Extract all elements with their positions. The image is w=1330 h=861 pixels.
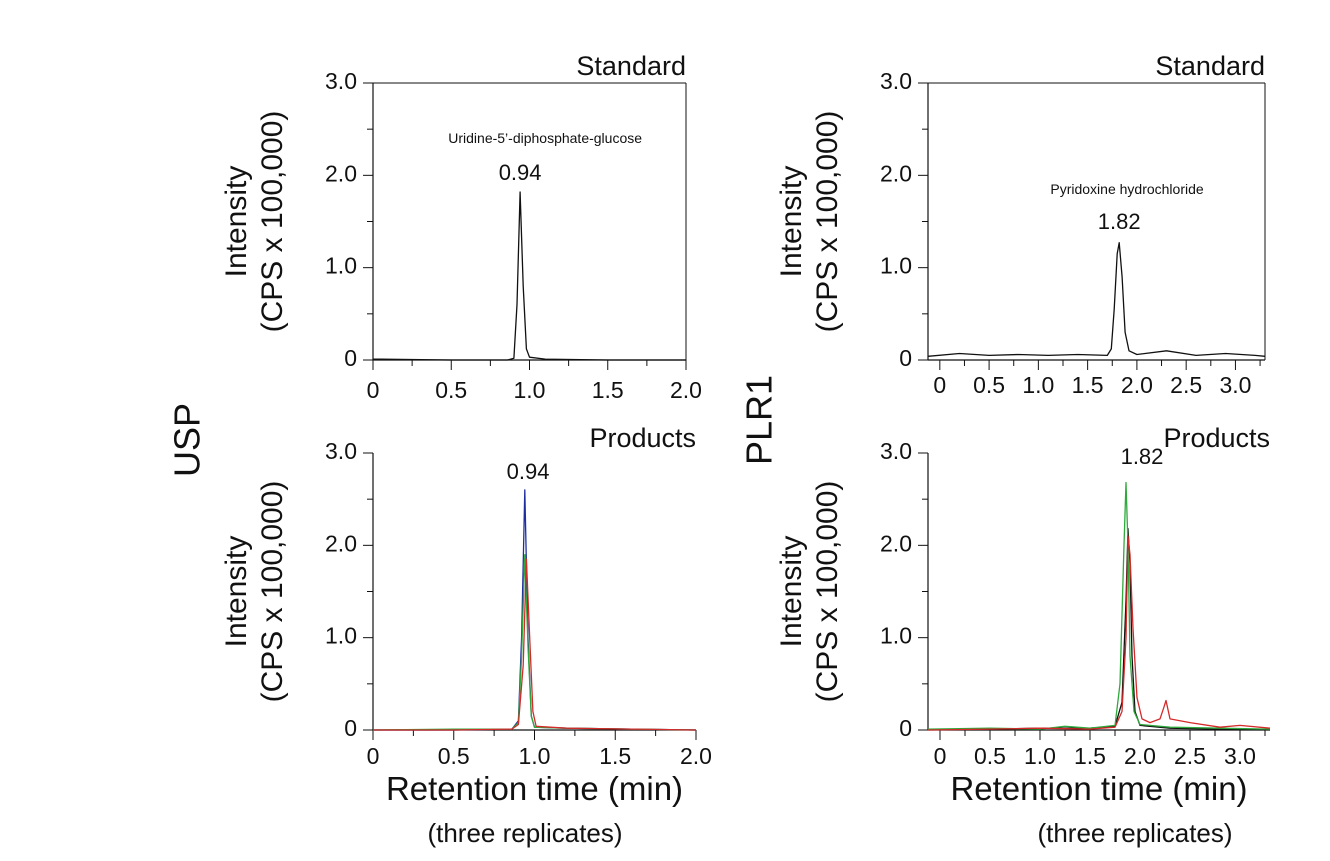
x-tick-label: 0.5 [974,743,1006,769]
y-axis-label-line: (CPS x 100,000) [811,111,844,333]
group-label-plr1: PLR1 [739,375,780,465]
y-axis-label-line: Intensity [775,166,808,278]
x-tick-label: 0 [367,743,380,769]
y-axis-label-line: Intensity [775,536,808,648]
series-line-1 [373,489,697,731]
panel-title: Standard [1155,51,1265,81]
x-axis-title: Retention time (min) [386,770,683,807]
y-axis-label-line: Intensity [220,536,253,648]
y-axis-label-line: Intensity [220,166,253,278]
x-tick-label: 2.0 [1124,743,1156,769]
y-tick-label: 1.0 [325,623,357,649]
y-tick-label: 1.0 [880,623,912,649]
series-line-1 [927,242,1266,357]
x-tick-label: 1.5 [599,743,631,769]
x-tick-label: 1.0 [519,743,551,769]
x-axis-title: Retention time (min) [950,770,1247,807]
x-tick-label: 0.5 [438,743,470,769]
y-tick-label: 0 [899,345,912,371]
y-tick-label: 0 [344,345,357,371]
y-tick-label: 3.0 [325,438,357,464]
x-tick-label: 3.0 [1224,743,1256,769]
x-tick-label: 2.5 [1174,743,1206,769]
peak-value-label: 0.94 [507,459,550,484]
x-tick-label: 1.5 [1074,743,1106,769]
y-tick-label: 3.0 [880,68,912,94]
x-tick-label: 3.0 [1219,372,1251,398]
y-tick-label: 3.0 [880,438,912,464]
x-tick-label: 1.0 [1022,372,1054,398]
x-tick-label: 0 [934,743,947,769]
y-axis-label-line: (CPS x 100,000) [256,481,289,703]
series-line-1 [928,528,1270,730]
x-axis-note-plr1: (three replicates) [1037,818,1232,848]
peak-value-label: 1.82 [1121,444,1164,469]
group-label-usp: USP [167,403,208,477]
x-tick-label: 1.5 [1072,372,1104,398]
y-tick-label: 2.0 [880,530,912,556]
y-tick-label: 1.0 [880,253,912,279]
compound-label: Uridine-5’-diphosphate-glucose [448,130,642,146]
x-tick-label: 0.5 [973,372,1005,398]
panel-usp-standard: 0 1.0 2.0 3.0 0 0.5 1.0 1.5 2.0 Standard Intensity… [220,51,702,403]
series-line-3 [927,535,1271,731]
x-tick-label: 0 [367,377,380,403]
y-tick-label: 0 [899,715,912,741]
y-axis-label: Intensity (CPS x 100,000) [775,111,844,333]
x-tick-label: 0.5 [435,377,467,403]
series-line-3 [373,558,697,731]
y-tick-label: 2.0 [880,160,912,186]
x-tick-label: 1.5 [592,377,624,403]
series-line-2 [372,553,697,731]
x-tick-label: 2.5 [1170,372,1202,398]
y-tick-label: 0 [344,715,357,741]
panel-plr1-standard: 0 1.0 2.0 3.0 0 0.5 1.0 1.5 2.0 2.5 3.0 Standard Int… [775,51,1266,398]
panel-title: Products [589,423,696,453]
panel-plr1-products: 0 1.0 2.0 3.0 0 0.5 1.0 1.5 2.0 2.5 3.0 Products Int… [775,423,1271,807]
x-tick-label: 0 [933,372,946,398]
x-tick-label: 1.0 [1024,743,1056,769]
x-axis-note-text: (three replicates) [1037,818,1232,848]
y-axis-label: Intensity (CPS x 100,000) [220,481,289,703]
x-tick-label: 2.0 [1121,372,1153,398]
x-axis-note-usp: (three replicates) [427,818,622,848]
y-axis-label-line: (CPS x 100,000) [811,481,844,703]
series-line-2 [927,481,1271,730]
x-axis-note-text: (three replicates) [427,818,622,848]
peak-value-label: 0.94 [499,160,542,185]
panel-title: Products [1163,423,1270,453]
peak-value-label: 1.82 [1098,209,1141,234]
x-tick-label: 1.0 [514,377,546,403]
y-tick-label: 3.0 [325,68,357,94]
y-axis-label: Intensity (CPS x 100,000) [775,481,844,703]
panel-title: Standard [576,51,686,81]
y-axis-label: Intensity (CPS x 100,000) [220,111,289,333]
compound-label: Pyridoxine hydrochloride [1050,181,1204,197]
x-tick-label: 2.0 [670,377,702,403]
x-tick-label: 2.0 [680,743,712,769]
series-line-1 [372,191,686,361]
panel-usp-products: 0 1.0 2.0 3.0 0 0.5 1.0 1.5 2.0 Products Intensity… [220,423,712,807]
y-tick-label: 2.0 [325,530,357,556]
y-axis-label-line: (CPS x 100,000) [256,111,289,333]
y-tick-label: 1.0 [325,253,357,279]
y-tick-label: 2.0 [325,160,357,186]
